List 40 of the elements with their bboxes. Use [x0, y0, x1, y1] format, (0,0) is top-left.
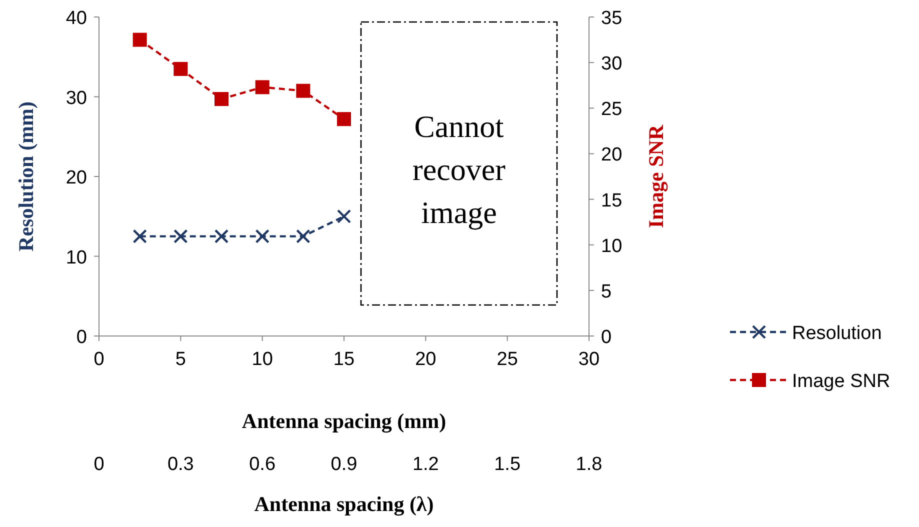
- y2-tick-label: 20: [601, 144, 622, 166]
- x-tick-label: 30: [578, 349, 600, 370]
- y2-axis-title: Image SNR: [644, 124, 668, 228]
- y-axis-title: Resolution (mm): [14, 102, 38, 252]
- y-tick-label: 10: [66, 247, 87, 268]
- point: [214, 92, 228, 106]
- x2-tick-label: 0: [94, 454, 104, 475]
- x2-tick-label: 1.2: [412, 454, 439, 475]
- y-tick-label: 20: [66, 168, 87, 188]
- x-tick-label: 20: [415, 349, 436, 370]
- y-tick-label: 40: [66, 8, 87, 29]
- y2-tick-label: 30: [601, 54, 622, 75]
- point: [255, 80, 270, 94]
- y2-tick-label: 10: [601, 236, 622, 257]
- y-tick-label: 0: [76, 327, 87, 348]
- x-tick-label: 5: [175, 349, 186, 370]
- point: [296, 84, 310, 98]
- x2-tick-label: 0.3: [167, 454, 194, 475]
- x2-tick-label: 1.8: [576, 454, 602, 475]
- x2-tick-label: 0.6: [249, 454, 276, 475]
- y2-tick-label: 5: [601, 281, 612, 302]
- y-tick-label: 30: [66, 88, 87, 109]
- x2-axis-title: Antenna spacing (λ): [254, 492, 434, 516]
- y2-tick-label: 15: [601, 190, 622, 212]
- point: [174, 62, 188, 76]
- annotation: Cannot recover image: [412, 109, 506, 230]
- x-tick-label: 25: [496, 349, 518, 370]
- legend-label: Image SNR: [792, 371, 890, 392]
- x2-tick-label: 0.9: [330, 454, 358, 475]
- point: [132, 32, 147, 47]
- legend-label: Resolution: [792, 323, 882, 344]
- x-axis-title: Antenna spacing (mm): [242, 409, 446, 433]
- x-tick-label: 10: [252, 349, 273, 370]
- x2-tick-label: 1.5: [494, 454, 521, 475]
- y2-tick-label: 0: [601, 327, 612, 348]
- y2-tick-label: 35: [601, 8, 622, 29]
- x-tick-label: 15: [333, 349, 355, 370]
- x-tick-label: 0: [94, 349, 104, 370]
- y2-tick-label: 25: [601, 99, 622, 120]
- point: [337, 112, 351, 126]
